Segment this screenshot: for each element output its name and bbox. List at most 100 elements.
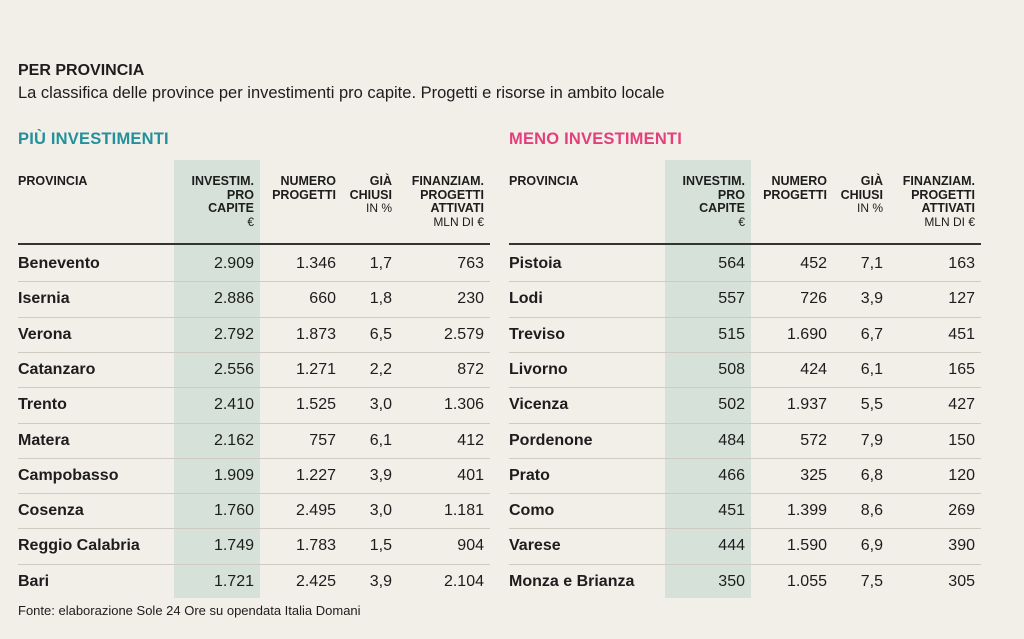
table-cell: 3,9 (369, 466, 392, 484)
row-separator (18, 528, 490, 530)
column-header: PROGETTI (763, 187, 827, 202)
highlight-column (174, 160, 260, 598)
row-separator (509, 563, 981, 565)
table-cell: 401 (457, 466, 484, 484)
table-cell: 872 (457, 360, 484, 378)
table-cell: 2.425 (295, 572, 336, 590)
column-header: NUMERO (771, 174, 827, 188)
column-header: FINANZIAM. (902, 174, 975, 188)
row-separator (18, 563, 490, 565)
table-cell: 508 (718, 360, 745, 378)
province-name: Monza e Brianza (509, 572, 635, 590)
table-cell: 2.556 (213, 360, 254, 378)
province-name: Matera (18, 431, 70, 449)
table-cell: 6,8 (860, 466, 883, 484)
column-header: ATTIVATI (921, 201, 975, 215)
province-name: Treviso (509, 325, 566, 343)
section-title: MENO INVESTIMENTI (509, 130, 682, 148)
table-cell: 424 (800, 360, 827, 378)
province-name: Cosenza (18, 502, 84, 520)
column-header: PROGETTI (420, 187, 484, 202)
table-cell: 1.721 (213, 572, 254, 590)
column-header: FINANZIAM. (411, 174, 484, 188)
table-cell: 163 (948, 255, 975, 272)
table-cell: 444 (718, 537, 745, 555)
column-unit: € (738, 214, 745, 229)
table-cell: 1,5 (369, 537, 392, 555)
header-rule (509, 243, 981, 245)
table-cell: 1.783 (295, 537, 336, 555)
province-name: Bari (18, 572, 50, 590)
table-cell: 2.162 (213, 431, 254, 449)
table-cell: 165 (948, 360, 975, 378)
table-cell: 726 (800, 290, 827, 308)
table-cell: 7,5 (860, 572, 883, 590)
table-cell: 412 (457, 431, 484, 449)
table-cell: 3,9 (369, 572, 392, 590)
table-cell: 120 (948, 466, 975, 484)
table-cell: 2.495 (295, 502, 336, 520)
column-header: INVESTIM. (682, 174, 745, 188)
row-separator (18, 457, 490, 459)
column-unit: IN % (856, 201, 883, 215)
province-name: Campobasso (18, 466, 119, 484)
table-cell: 660 (309, 290, 336, 308)
row-separator (18, 351, 490, 353)
row-separator (509, 316, 981, 318)
column-header: PROGETTI (272, 187, 336, 202)
table-cell: 6,9 (860, 537, 883, 555)
table-cell: 7,1 (860, 255, 883, 272)
province-name: Livorno (509, 360, 568, 378)
row-separator (509, 457, 981, 459)
table-cell: 484 (718, 431, 745, 449)
province-name: Lodi (509, 290, 543, 308)
column-header: PRO (717, 187, 745, 202)
province-name: Catanzaro (18, 360, 96, 378)
table-cell: 6,5 (369, 325, 392, 343)
column-header: GIÀ (369, 174, 392, 188)
table-cell: 451 (718, 502, 745, 520)
column-header: CHIUSI (349, 187, 392, 202)
province-name: Pistoia (509, 255, 562, 272)
table-cell: 572 (800, 431, 827, 449)
row-separator (509, 351, 981, 353)
province-name: Verona (18, 325, 72, 343)
column-header: PROGETTI (911, 187, 975, 202)
row-separator (509, 387, 981, 389)
province-name: Pordenone (509, 431, 593, 449)
table-cell: 1.749 (213, 537, 254, 555)
row-separator (18, 493, 490, 495)
table-cell: 564 (718, 255, 745, 272)
table-cell: 1.873 (295, 325, 336, 343)
province-name: Vicenza (509, 396, 569, 414)
table-cell: 1.346 (295, 255, 336, 272)
table-cell: 6,7 (860, 325, 883, 343)
header-rule (18, 243, 490, 245)
subtitle: La classifica delle province per investi… (18, 84, 665, 102)
column-header: CAPITE (208, 201, 254, 215)
table-cell: 3,9 (860, 290, 883, 308)
table-cell: 350 (718, 572, 745, 590)
column-header: ATTIVATI (430, 201, 484, 215)
column-header: GIÀ (860, 174, 883, 188)
row-separator (18, 387, 490, 389)
table-cell: 1.227 (295, 466, 336, 484)
column-unit: € (247, 214, 254, 229)
row-separator (509, 422, 981, 424)
table-cell: 427 (948, 396, 975, 414)
row-separator (509, 281, 981, 283)
table-cell: 6,1 (369, 431, 392, 449)
table-cell: 2.909 (213, 255, 254, 272)
column-header: PROVINCIA (18, 174, 88, 188)
table-cell: 230 (457, 290, 484, 308)
table-cell: 2,2 (369, 360, 392, 378)
table-cell: 2.792 (213, 325, 254, 343)
table-cell: 2.104 (443, 572, 484, 590)
table-cell: 904 (457, 537, 484, 555)
highlight-column (665, 160, 751, 598)
source-note: Fonte: elaborazione Sole 24 Ore su opend… (18, 603, 361, 618)
province-name: Benevento (18, 255, 100, 272)
table-cell: 451 (948, 325, 975, 343)
